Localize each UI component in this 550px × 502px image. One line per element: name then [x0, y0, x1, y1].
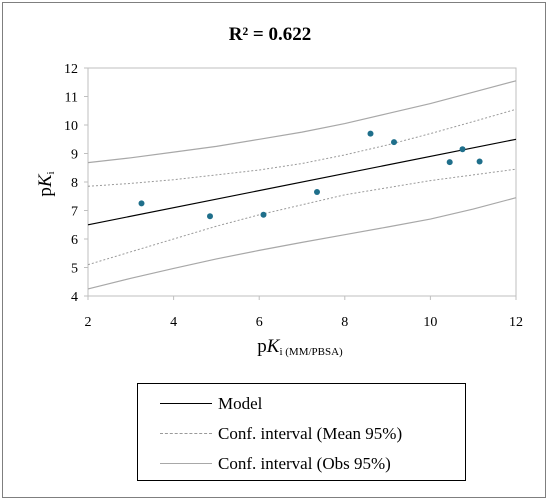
- data-point: [138, 200, 145, 207]
- data-point: [207, 213, 213, 220]
- model-line: [87, 138, 517, 226]
- x-tick-label: 8: [341, 315, 348, 330]
- ci-mean-lower-line: [87, 168, 517, 266]
- ci-obs-lower-line: [87, 197, 517, 290]
- data-point: [367, 130, 374, 137]
- x-axis-ticks: 2 4 6 8 10 12: [85, 296, 523, 330]
- y-tick-label: 5: [71, 262, 78, 277]
- ci-mean-upper-line: [87, 108, 517, 187]
- ci-mean-lines: [87, 108, 517, 266]
- x-tick-label: 2: [85, 315, 92, 330]
- legend-swatch-model: [160, 403, 212, 404]
- legend-label-ci-obs: Conf. interval (Obs 95%): [218, 454, 391, 473]
- y-tick-label: 7: [71, 205, 78, 220]
- x-tick-label: 6: [256, 315, 263, 330]
- data-point: [314, 189, 320, 195]
- ci-obs-upper-line: [87, 80, 517, 164]
- x-axis-label-main: pK: [257, 336, 281, 357]
- y-tick-label: 12: [64, 62, 78, 77]
- legend-swatch-ci-obs: [160, 463, 212, 464]
- model-line-group: [87, 138, 517, 226]
- data-point: [260, 211, 267, 218]
- legend-entry-model: Model: [138, 392, 465, 416]
- y-tick-label: 6: [71, 233, 78, 248]
- data-points: [138, 130, 483, 220]
- x-tick-label: 10: [423, 315, 437, 330]
- data-point: [476, 158, 483, 165]
- data-point: [446, 159, 453, 166]
- legend-label-model: Model: [218, 394, 263, 413]
- y-axis-label-main: pK: [35, 173, 56, 197]
- y-axis-label: pKi: [35, 171, 57, 196]
- chart-title: R² = 0.622: [229, 24, 312, 45]
- y-axis-ticks: 4 5 6 7 8 9 10 11 12: [64, 62, 88, 305]
- legend: Model Conf. interval (Mean 95%) Conf. in…: [137, 383, 466, 481]
- legend-entry-ci-obs: Conf. interval (Obs 95%): [138, 452, 465, 476]
- data-point: [459, 146, 466, 153]
- x-axis-label-sub: i (MM/PBSA): [279, 346, 343, 358]
- x-tick-label: 12: [509, 315, 523, 330]
- y-axis-label-sub: i: [45, 171, 57, 174]
- y-tick-label: 10: [64, 119, 78, 134]
- x-axis-label: pKi (MM/PBSA): [257, 336, 343, 358]
- ci-obs-lines: [87, 80, 517, 290]
- y-tick-label: 8: [71, 176, 78, 191]
- y-tick-label: 11: [65, 91, 78, 106]
- legend-label-ci-mean: Conf. interval (Mean 95%): [218, 424, 403, 443]
- y-tick-label: 9: [71, 148, 78, 163]
- legend-swatch-ci-mean: [160, 433, 212, 434]
- x-tick-label: 4: [170, 315, 177, 330]
- data-point: [391, 139, 397, 146]
- y-tick-label: 4: [71, 290, 78, 305]
- legend-entry-ci-mean: Conf. interval (Mean 95%): [138, 422, 465, 446]
